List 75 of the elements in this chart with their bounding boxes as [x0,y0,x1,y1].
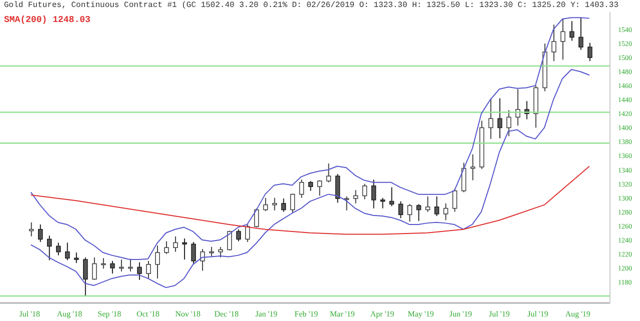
candlestick [191,241,196,264]
x-tick-label: Sep '18 [98,310,122,319]
candlestick [137,262,142,280]
candlestick [173,236,178,252]
candlestick [263,197,268,212]
candlestick [470,154,476,181]
x-tick-label: Nov '18 [175,310,200,319]
candlestick [362,183,368,200]
x-tick-label: Jun '19 [449,310,472,319]
candlestick [407,204,412,222]
candlestick [182,238,187,260]
candlestick [578,17,584,50]
x-tick-label: Dec '18 [214,310,239,319]
candlestick [299,179,304,198]
candlestick [488,98,494,140]
candlestick [335,173,340,204]
x-tick-label: Mar '19 [330,310,355,319]
candlestick [371,179,376,209]
candlestick [110,260,115,274]
candlestick [416,204,422,222]
candlestick [245,224,250,242]
candlestick [317,180,322,196]
x-tick-label: Jul '19 [488,310,510,319]
candlestick [569,20,574,42]
candlestick [28,222,34,237]
candlestick [560,18,566,60]
x-tick-label: Oct '18 [136,310,160,319]
candlestick [128,258,133,272]
candlestick [425,196,430,212]
x-tick-label: Jan '19 [255,310,278,319]
x-tick-label: Apr '19 [370,310,394,319]
candlestick [236,228,241,242]
candlestick [38,224,43,242]
candlestick [353,190,358,204]
candlestick [254,208,259,228]
x-tick-label: Aug '18 [56,310,82,319]
candlestick [434,196,440,217]
text: SMA(200) 1248.03 [4,15,90,25]
candlestick [506,110,512,137]
line-series [30,166,590,235]
candlestick [389,186,394,207]
candlestick [209,246,214,258]
candlestick [74,252,79,264]
candlestick [164,240,169,254]
candlestick [380,197,386,209]
x-tick-label: Feb '19 [294,310,318,319]
x-tick-label: Jul '18 [19,310,40,319]
candlestick [344,196,350,211]
candlestick [155,245,160,279]
x-tick-label: May '19 [408,310,434,319]
candlestick [588,42,592,62]
candlestick [551,24,556,62]
candlestick [443,202,448,221]
x-tick-label: Aug '19 [565,310,590,319]
chart-title: Gold Futures, Continuous Contract #1 (GC 1502.40 3.20 0.21% D: 02/26/2019 O: 1323.30 H: 1325.50 L: 1323.30 C: 1325.20 Y: 1403.33 [4,1,618,10]
x-tick-label: Jul '19 [528,310,548,319]
candlestick [119,259,124,272]
candlestick [452,188,458,212]
candlestick [65,242,70,261]
candlestick [281,198,286,212]
candlestick [146,260,151,279]
candlestick [218,246,223,258]
candlestick [47,235,52,261]
candlestick [398,200,404,219]
candlestick [83,256,88,296]
candlestick [326,162,332,183]
candlestick [290,193,296,214]
line-series [30,69,590,288]
candlestick [200,248,205,272]
candlestick [308,180,314,192]
candlestick [497,98,502,139]
candlestick [101,258,106,270]
candlestick [92,256,97,280]
candlestick [56,242,61,256]
candlestick [272,197,278,211]
